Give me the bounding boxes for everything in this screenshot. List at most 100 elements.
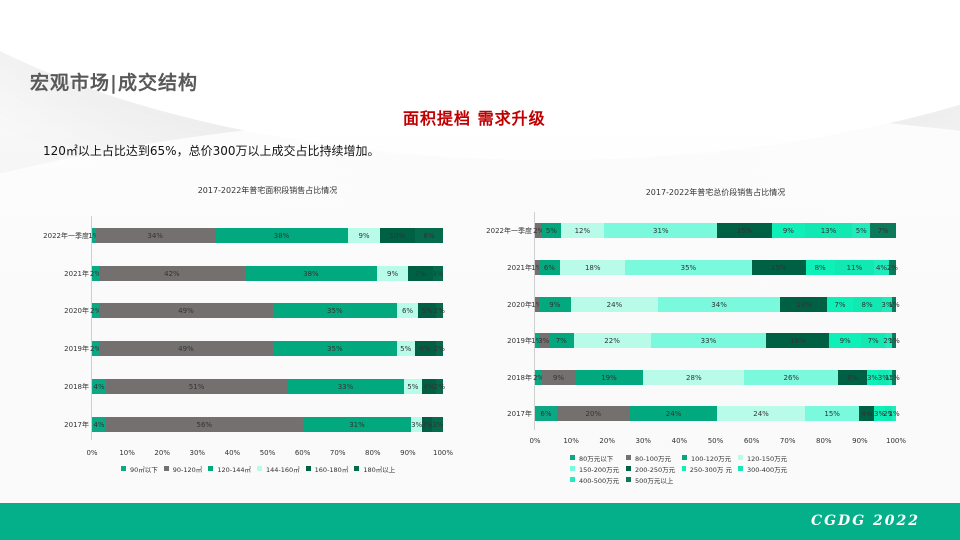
bar-segment: 31% xyxy=(604,223,718,238)
bar-segment: 9% xyxy=(771,223,805,238)
bar-segment: 7% xyxy=(870,223,896,238)
x-tick-label: 100% xyxy=(885,437,907,445)
x-tick-label: 60% xyxy=(294,449,311,457)
legend-label: 400-500万元 xyxy=(579,476,620,485)
stacked-bar: 1% 3% 7% 22% 33% 18% 9% 7% 2% 1% xyxy=(531,333,900,348)
x-tick-label: 30% xyxy=(635,437,652,445)
bar-segment: 12% xyxy=(560,223,605,238)
bar-segment: 3% xyxy=(411,417,422,432)
bar-segment: 5% xyxy=(418,303,436,318)
bar-segment: 1% xyxy=(889,333,900,348)
bar-segment: 3% xyxy=(538,333,549,348)
bar-segment: 42% xyxy=(98,266,245,281)
bar-segment: 38% xyxy=(244,266,377,281)
bar-segment: 6% xyxy=(414,341,436,356)
row-label: 2018年 xyxy=(507,374,532,382)
bar-segment: 33% xyxy=(650,333,767,348)
bar-segment: 2% xyxy=(90,303,101,318)
y-axis-line xyxy=(534,212,535,430)
bar-segment: 1% xyxy=(531,297,542,312)
legend-item: 120-150万元 xyxy=(738,452,788,463)
bar-segment: 7% xyxy=(549,333,574,348)
legend-label: 80万元以下 xyxy=(579,454,614,463)
bar-segment: 5% xyxy=(403,379,422,394)
bar-segment: 56% xyxy=(106,417,303,432)
bar-segment: 6% xyxy=(538,260,561,275)
stacked-bar: 4% 56% 31% 3% 3% 3% xyxy=(92,417,443,432)
legend-item: 90-120㎡ xyxy=(163,463,202,474)
bar-segment: 4% xyxy=(859,406,875,421)
bar-segment: 3% xyxy=(432,266,443,281)
legend-swatch-icon xyxy=(738,455,743,460)
bar-segment: 2% xyxy=(434,379,445,394)
stacked-bar: 1% 34% 38% 9% 10% 8% xyxy=(88,228,443,243)
chart-title: 2017-2022年普宅总价段销售占比情况 xyxy=(645,188,786,197)
legend-swatch-icon xyxy=(163,466,169,471)
legend-label: 300-400万元 xyxy=(747,465,788,474)
legend-item: 90㎡以下 xyxy=(121,463,158,474)
headline: 面积提档 需求升级 xyxy=(403,109,546,128)
bar-segment: 1% xyxy=(889,406,900,421)
legend-swatch-icon xyxy=(570,477,575,482)
row-label: 2019年 xyxy=(507,337,532,345)
bar-segment: 9% xyxy=(348,228,380,243)
bar-segment: 49% xyxy=(99,341,273,356)
footer-bar: CGDG 2022 xyxy=(0,503,960,540)
legend-label: 200-250万元 xyxy=(635,465,676,474)
x-tick-label: 90% xyxy=(400,449,416,457)
bar-segment: 19% xyxy=(574,370,644,385)
legend-swatch-icon xyxy=(682,466,686,471)
legend-swatch-icon xyxy=(738,466,743,471)
bar-segment: 2% xyxy=(434,303,445,318)
bar-segment: 28% xyxy=(643,370,745,385)
legend-swatch-icon xyxy=(208,466,214,471)
x-tick-label: 70% xyxy=(779,437,796,445)
legend-item: 180㎡以上 xyxy=(354,463,395,474)
bar-segment: 20% xyxy=(556,406,630,421)
x-tick-label: 0% xyxy=(86,449,98,457)
legend-swatch-icon xyxy=(626,455,631,460)
bar-segment: 24% xyxy=(629,406,718,421)
bar-segment: 2% xyxy=(883,406,894,421)
stacked-bar: 2% 5% 12% 31% 15% 9% 13% 5% 7% xyxy=(533,223,896,238)
bar-segment: 26% xyxy=(744,370,839,385)
bar-segment: 3% xyxy=(867,370,878,385)
bar-segment: 3% xyxy=(878,370,889,385)
chart-legend: 90㎡以下 90-120㎡ 120-144㎡ 144-160㎡ 160-180㎡ 180㎡… xyxy=(121,463,441,474)
subtitle: 120㎡以上占比达到65%，总价300万以上成交占比持续增加。 xyxy=(43,144,380,158)
x-tick-label: 20% xyxy=(599,437,615,445)
bar-segment: 18% xyxy=(560,260,626,275)
bar-segment: 7% xyxy=(408,266,433,281)
bar-segment: 8% xyxy=(414,228,443,243)
page-title: 宏观市场|成交结构 xyxy=(30,72,198,94)
bar-segment: 8% xyxy=(852,297,882,312)
bar-segment: 3% xyxy=(422,417,433,432)
x-tick-label: 30% xyxy=(189,449,206,457)
row-label: 2019年 xyxy=(64,345,89,353)
legend-swatch-icon xyxy=(682,455,687,460)
legend-label: 160-180㎡ xyxy=(314,465,349,474)
row-label: 2020年 xyxy=(507,301,532,309)
stacked-bar: 2% 49% 35% 5% 6% 2% xyxy=(90,341,445,356)
bar-segment: 11% xyxy=(834,260,875,275)
legend-item: 120-144㎡ xyxy=(208,463,251,474)
bar-segment: 2% xyxy=(434,341,445,356)
bar-segment: 34% xyxy=(95,228,215,243)
bar-segment: 15% xyxy=(804,406,860,421)
legend-item: 160-180㎡ xyxy=(305,463,349,474)
bar-segment: 7% xyxy=(827,297,853,312)
bar-segment: 38% xyxy=(214,228,349,243)
bar-segment: 3% xyxy=(874,406,885,421)
bar-segment: 1% xyxy=(885,370,896,385)
bar-segment: 6% xyxy=(535,406,557,421)
legend-swatch-icon xyxy=(121,466,126,471)
bar-segment: 2% xyxy=(533,223,544,238)
legend-item: 100-120万元 xyxy=(682,452,732,463)
legend-item: 400-500万元 xyxy=(570,474,620,485)
bar-segment: 2% xyxy=(533,370,544,385)
x-tick-label: 80% xyxy=(365,449,381,457)
legend-label: 250-300万 元 xyxy=(689,465,732,474)
legend-label: 100-120万元 xyxy=(691,454,732,463)
legend-item: 80万元以下 xyxy=(570,452,620,463)
bar-segment: 5% xyxy=(852,223,871,238)
